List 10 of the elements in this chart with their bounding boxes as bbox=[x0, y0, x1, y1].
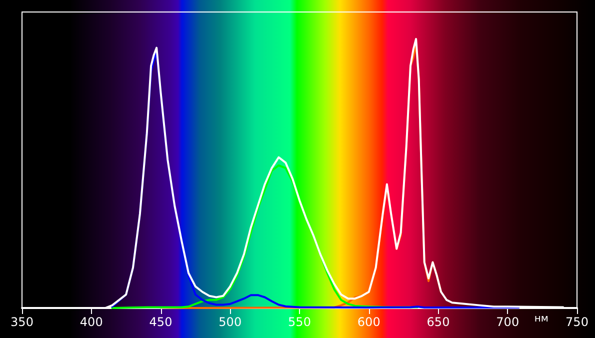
x-tick-label: 500 bbox=[218, 315, 242, 329]
x-tick-label: 750 bbox=[566, 315, 588, 329]
x-tick-label: 700 bbox=[496, 315, 520, 329]
x-tick-label: 400 bbox=[80, 315, 103, 329]
x-tick-label: 600 bbox=[357, 315, 380, 329]
x-tick-label: 550 bbox=[288, 315, 311, 329]
x-tick-label: 450 bbox=[149, 315, 172, 329]
x-tick-label: 350 bbox=[10, 315, 34, 329]
x-tick-label: 650 bbox=[426, 315, 450, 329]
x-axis-title: нм bbox=[534, 314, 548, 324]
